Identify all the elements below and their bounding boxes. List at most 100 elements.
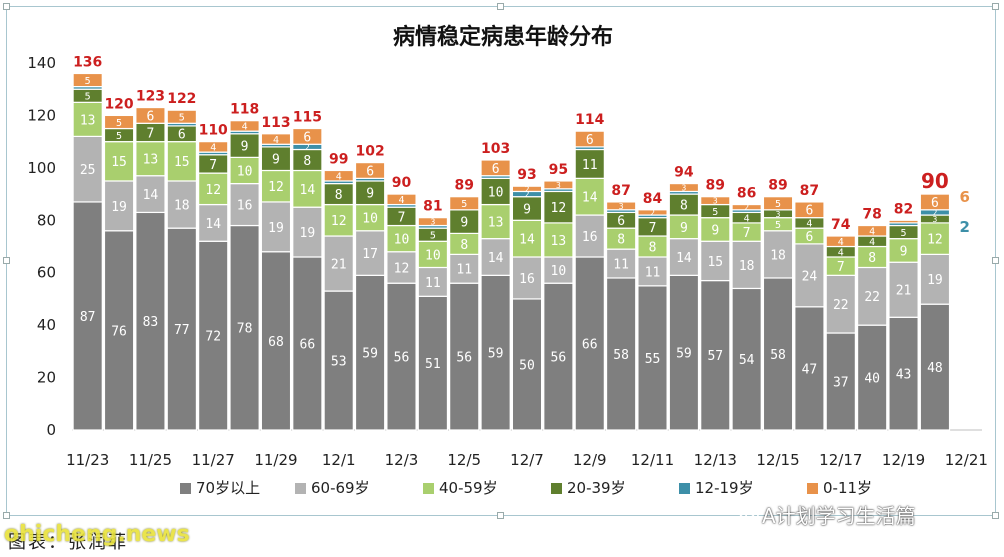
legend-swatch: [295, 483, 306, 494]
data-label: 66: [582, 337, 598, 352]
total-label: 93: [517, 167, 536, 183]
bar-segment: [762, 196, 794, 211]
bar-segment: [543, 180, 574, 190]
bar-segment: [762, 277, 794, 431]
bar-segment: [794, 201, 825, 219]
total-label: 114: [575, 112, 604, 128]
resize-handle[interactable]: [3, 3, 10, 10]
data-label: 77: [174, 323, 190, 338]
bar-segment: [825, 332, 856, 431]
bar-segment: [103, 114, 135, 130]
data-label: 4: [273, 135, 279, 146]
bar-segment: [354, 162, 386, 179]
x-tick-label: 12/15: [756, 451, 799, 469]
x-tick-label: 12/1: [322, 451, 356, 469]
resize-handle[interactable]: [497, 3, 504, 10]
stacked-bar-chart: 病情稳定病患年龄分布020406080100120140872513551367…: [27, 24, 988, 497]
total-label: 136: [73, 54, 102, 70]
total-label: 84: [643, 191, 663, 207]
bar-segment: [72, 101, 103, 137]
bar-segment: [543, 222, 574, 258]
data-label: 40: [864, 372, 880, 387]
data-label: 11: [425, 276, 441, 291]
bar-segment: [417, 295, 449, 431]
data-label: 9: [366, 187, 374, 202]
data-label: 19: [268, 221, 284, 236]
data-label: 59: [488, 347, 504, 362]
bar-segment: [386, 224, 417, 253]
data-label: 56: [456, 351, 472, 366]
x-tick-label: 12/13: [694, 451, 737, 469]
bar-segment: [856, 266, 888, 326]
data-label: 14: [205, 217, 221, 232]
data-label: 9: [272, 153, 280, 168]
data-label: 5: [85, 92, 91, 103]
resize-handle[interactable]: [992, 257, 999, 264]
y-tick-label: 60: [37, 264, 56, 282]
bar-segment: [637, 209, 668, 216]
data-label: 13: [551, 234, 567, 249]
x-tick-label: 11/27: [192, 451, 235, 469]
bar-segment: [260, 133, 292, 145]
bar-segment: [543, 282, 574, 431]
x-tick-label: 12/3: [385, 451, 419, 469]
data-label: 2: [744, 203, 749, 212]
data-label: 48: [927, 361, 943, 376]
bar-segment: [574, 256, 605, 431]
legend-label: 70岁以上: [196, 479, 260, 497]
x-tick-label: 11/29: [254, 451, 297, 469]
bar-segment: [668, 182, 700, 193]
total-label: 118: [230, 102, 259, 118]
data-label: 8: [303, 154, 311, 169]
data-label: 10: [394, 233, 410, 248]
total-label: 110: [199, 123, 228, 139]
x-tick-label: 12/11: [631, 451, 674, 469]
data-label: 14: [488, 251, 504, 266]
data-label: 87: [80, 310, 96, 325]
bar-segment: [888, 219, 919, 224]
total-label: 89: [706, 178, 725, 194]
data-label: 9: [711, 223, 719, 238]
total-label: 103: [481, 141, 510, 157]
data-label: 9: [523, 202, 531, 217]
resize-handle[interactable]: [3, 257, 10, 264]
data-label: 12: [331, 214, 347, 229]
data-label: 15: [174, 155, 190, 170]
y-tick-label: 80: [37, 211, 56, 229]
bar-segment: [354, 230, 386, 276]
bar-segment: [166, 109, 198, 124]
legend-label: 20-39岁: [567, 479, 626, 497]
data-label: 9: [680, 221, 688, 236]
data-label: 15: [111, 155, 127, 170]
bar-segment: [856, 224, 888, 237]
data-label: 14: [676, 251, 692, 266]
total-label: 122: [167, 91, 196, 107]
data-label: 2: [525, 190, 530, 199]
data-label: 21: [896, 284, 912, 299]
data-label: 2: [650, 208, 655, 217]
data-label: 19: [927, 273, 943, 288]
data-label: 16: [519, 272, 535, 287]
data-label: 51: [425, 357, 441, 372]
bar-segment: [198, 240, 229, 431]
resize-handle[interactable]: [497, 512, 504, 519]
resize-handle[interactable]: [3, 512, 10, 519]
bar-segment: [323, 169, 354, 182]
data-label: 56: [551, 351, 567, 366]
data-label: 11: [645, 265, 661, 280]
resize-handle[interactable]: [992, 512, 999, 519]
data-label: 6: [805, 230, 813, 245]
total-label: 115: [293, 110, 322, 126]
bar-segment: [825, 235, 856, 248]
bar-segment: [919, 193, 951, 211]
bar-segment: [480, 203, 511, 240]
data-label: 5: [775, 199, 781, 210]
total-label: 95: [549, 162, 568, 178]
bar-segment: [605, 201, 637, 211]
bar-segment: [543, 256, 574, 284]
total-label: 89: [768, 178, 787, 194]
bar-segment: [605, 248, 637, 279]
data-label: 6: [586, 133, 594, 148]
bar-segment: [574, 148, 605, 179]
resize-handle[interactable]: [992, 3, 999, 10]
